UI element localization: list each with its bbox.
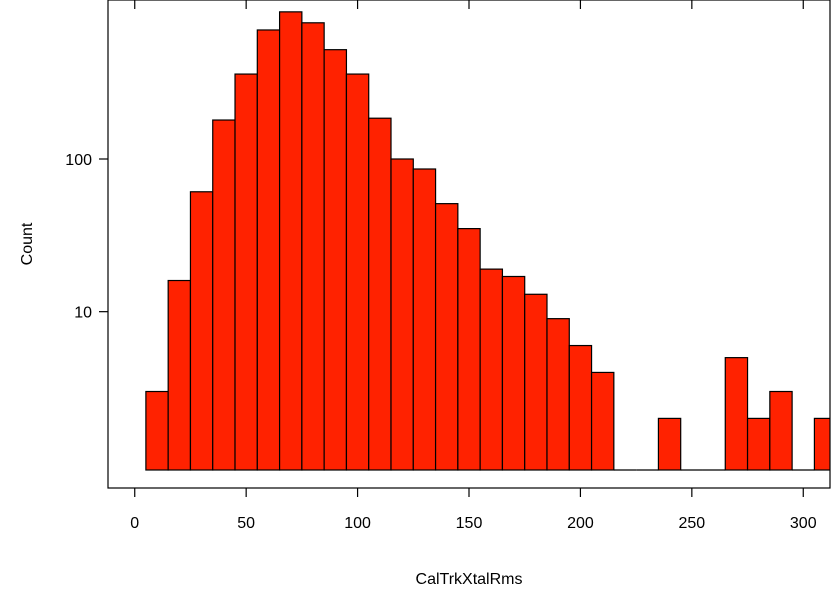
histogram-bar <box>479 268 504 471</box>
histogram-bar <box>189 191 214 471</box>
x-tick-label: 100 <box>344 515 371 532</box>
histogram-bar <box>212 119 236 471</box>
x-tick-label: 0 <box>130 515 139 532</box>
histogram-bar <box>546 318 570 471</box>
histogram-bar <box>657 417 682 471</box>
histogram-bar <box>590 371 615 471</box>
histogram-bar <box>278 11 303 471</box>
histogram-bar <box>256 29 281 471</box>
ticks-layer: 0 50 100 150 200 250 300 10 100 <box>65 0 817 532</box>
histogram-bar <box>345 73 370 471</box>
histogram-bar <box>167 279 192 471</box>
histogram-bar <box>524 293 548 471</box>
x-axis-label: CalTrkXtalRms <box>416 571 523 588</box>
y-tick-label: 100 <box>65 152 92 169</box>
x-tick-label: 50 <box>237 515 255 532</box>
histogram-bar <box>412 168 437 471</box>
histogram-bar <box>769 390 793 471</box>
bars-layer <box>145 11 830 471</box>
y-axis-label: Count <box>19 222 36 265</box>
x-tick-label: 300 <box>790 515 817 532</box>
histogram-bar <box>234 73 258 471</box>
histogram-bar <box>434 203 459 471</box>
histogram-bar <box>390 158 414 471</box>
histogram-bar <box>368 117 392 471</box>
histogram-bar <box>501 275 526 471</box>
histogram-bar <box>457 228 481 471</box>
y-tick-label: 10 <box>74 305 92 322</box>
histogram-bar <box>568 344 593 471</box>
x-tick-label: 250 <box>678 515 705 532</box>
histogram-bar <box>323 49 348 471</box>
histogram-bar <box>145 390 169 471</box>
histogram-bar <box>724 357 749 471</box>
histogram-bar <box>301 22 325 471</box>
histogram-bar <box>746 417 771 471</box>
x-tick-label: 200 <box>567 515 594 532</box>
x-tick-label: 150 <box>456 515 483 532</box>
histogram-bar <box>813 417 830 471</box>
